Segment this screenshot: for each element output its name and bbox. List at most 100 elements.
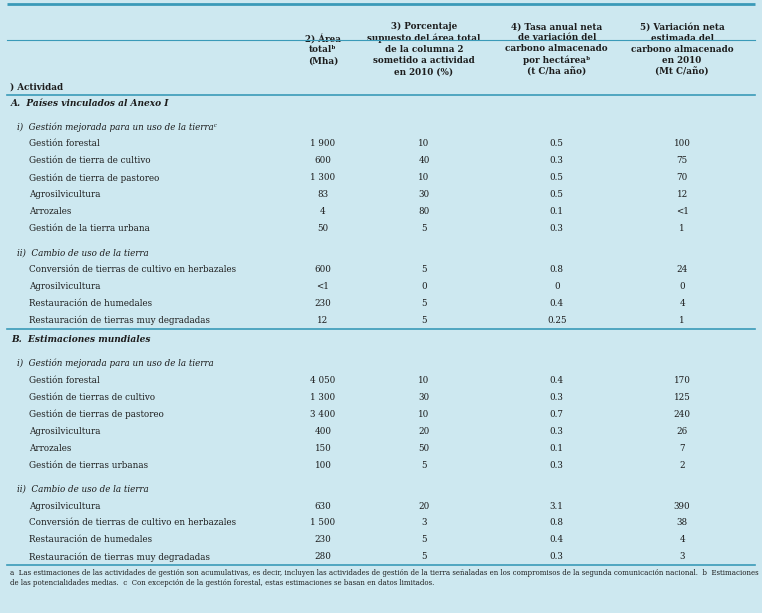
Text: 150: 150 — [315, 444, 331, 453]
Text: 600: 600 — [315, 265, 331, 274]
Text: 0.3: 0.3 — [550, 552, 564, 562]
Text: 80: 80 — [418, 207, 430, 216]
Text: Gestión de tierras urbanas: Gestión de tierras urbanas — [29, 461, 148, 470]
Text: 1 900: 1 900 — [310, 140, 335, 148]
Text: 3: 3 — [679, 552, 685, 562]
Text: 12: 12 — [677, 190, 687, 199]
Text: Agrosilvicultura: Agrosilvicultura — [29, 282, 101, 291]
Text: 5: 5 — [421, 461, 427, 470]
Text: 1: 1 — [679, 316, 685, 325]
Text: Conversión de tierras de cultivo en herbazales: Conversión de tierras de cultivo en herb… — [29, 519, 236, 527]
Text: 3.1: 3.1 — [550, 501, 564, 511]
Text: Gestión forestal: Gestión forestal — [29, 140, 100, 148]
Text: 2: 2 — [679, 461, 685, 470]
Text: Restauración de tierras muy degradadas: Restauración de tierras muy degradadas — [29, 552, 210, 562]
Text: 10: 10 — [418, 173, 430, 183]
Text: 1: 1 — [679, 224, 685, 233]
Text: 1 500: 1 500 — [310, 519, 335, 527]
Text: Agrosilvicultura: Agrosilvicultura — [29, 190, 101, 199]
Text: Restauración de humedales: Restauración de humedales — [29, 535, 152, 544]
Text: 0.8: 0.8 — [549, 519, 564, 527]
Text: 5: 5 — [421, 552, 427, 562]
Text: 30: 30 — [418, 393, 430, 402]
Text: 10: 10 — [418, 376, 430, 385]
Text: 4: 4 — [679, 299, 685, 308]
Text: 230: 230 — [315, 535, 331, 544]
Text: 10: 10 — [418, 140, 430, 148]
Text: i)  Gestión mejorada para un uso de la tierra: i) Gestión mejorada para un uso de la ti… — [17, 359, 214, 368]
Text: Gestión de la tierra urbana: Gestión de la tierra urbana — [29, 224, 150, 233]
Text: 4 050: 4 050 — [310, 376, 335, 385]
Text: Gestión de tierras de pastoreo: Gestión de tierras de pastoreo — [29, 409, 164, 419]
Text: 0.5: 0.5 — [550, 173, 564, 183]
Text: 5: 5 — [421, 316, 427, 325]
Text: 0.7: 0.7 — [549, 410, 564, 419]
Text: 83: 83 — [318, 190, 328, 199]
Text: 5) Variación neta
estimada del
carbono almacenado
en 2010
(Mt C/año): 5) Variación neta estimada del carbono a… — [631, 23, 733, 76]
Text: 0.1: 0.1 — [549, 207, 564, 216]
Text: 100: 100 — [315, 461, 331, 470]
Text: 4) Tasa anual neta
de variación del
carbono almacenado
por hectáreaᵇ
(t C/ha año: 4) Tasa anual neta de variación del carb… — [505, 22, 608, 77]
Text: Arrozales: Arrozales — [29, 207, 72, 216]
Text: 38: 38 — [677, 519, 687, 527]
Text: 10: 10 — [418, 410, 430, 419]
Text: ii)  Cambio de uso de la tierra: ii) Cambio de uso de la tierra — [17, 248, 149, 257]
Text: Gestión de tierra de pastoreo: Gestión de tierra de pastoreo — [29, 173, 159, 183]
Text: Gestión forestal: Gestión forestal — [29, 376, 100, 385]
Text: 0.4: 0.4 — [549, 535, 564, 544]
Text: 100: 100 — [674, 140, 690, 148]
Text: <1: <1 — [676, 207, 689, 216]
Text: 0.1: 0.1 — [549, 444, 564, 453]
Text: 0: 0 — [554, 282, 559, 291]
Text: 7: 7 — [679, 444, 685, 453]
Text: 50: 50 — [418, 444, 430, 453]
Text: <1: <1 — [316, 282, 329, 291]
Text: 390: 390 — [674, 501, 690, 511]
Text: 0.5: 0.5 — [550, 190, 564, 199]
Text: Agrosilvicultura: Agrosilvicultura — [29, 501, 101, 511]
Text: 5: 5 — [421, 299, 427, 308]
Text: 5: 5 — [421, 265, 427, 274]
Text: Gestión de tierras de cultivo: Gestión de tierras de cultivo — [29, 393, 155, 402]
Text: 0.3: 0.3 — [550, 427, 564, 436]
Text: 0.5: 0.5 — [550, 140, 564, 148]
Text: 0.3: 0.3 — [550, 393, 564, 402]
Text: 170: 170 — [674, 376, 690, 385]
Text: Conversión de tierras de cultivo en herbazales: Conversión de tierras de cultivo en herb… — [29, 265, 236, 274]
Text: Arrozales: Arrozales — [29, 444, 72, 453]
Text: 400: 400 — [315, 427, 331, 436]
Text: 0: 0 — [421, 282, 427, 291]
Text: 2) Área
totalᵇ
(Mha): 2) Área totalᵇ (Mha) — [305, 33, 341, 66]
Text: 20: 20 — [418, 501, 430, 511]
Text: 3 400: 3 400 — [310, 410, 335, 419]
Text: i)  Gestión mejorada para un uso de la tierraᶜ: i) Gestión mejorada para un uso de la ti… — [17, 122, 217, 132]
Text: 20: 20 — [418, 427, 430, 436]
Text: 5: 5 — [421, 224, 427, 233]
Text: 0.4: 0.4 — [549, 376, 564, 385]
Text: Restauración de humedales: Restauración de humedales — [29, 299, 152, 308]
Text: 3) Porcentaje
supuesto del área total
de la columna 2
sometido a actividad
en 20: 3) Porcentaje supuesto del área total de… — [367, 22, 481, 77]
Text: 4: 4 — [679, 535, 685, 544]
Text: ii)  Cambio de uso de la tierra: ii) Cambio de uso de la tierra — [17, 484, 149, 493]
Text: 5: 5 — [421, 535, 427, 544]
Text: 125: 125 — [674, 393, 690, 402]
Text: 50: 50 — [318, 224, 328, 233]
Text: 0.8: 0.8 — [549, 265, 564, 274]
Text: 40: 40 — [418, 156, 430, 166]
Text: 0: 0 — [679, 282, 685, 291]
Text: 0.3: 0.3 — [550, 156, 564, 166]
Text: 26: 26 — [677, 427, 687, 436]
Text: 4: 4 — [320, 207, 326, 216]
Text: 0.25: 0.25 — [547, 316, 566, 325]
Text: 280: 280 — [315, 552, 331, 562]
Text: 24: 24 — [677, 265, 688, 274]
Text: Agrosilvicultura: Agrosilvicultura — [29, 427, 101, 436]
Text: 3: 3 — [421, 519, 427, 527]
Text: 0.4: 0.4 — [549, 299, 564, 308]
Text: 0.3: 0.3 — [550, 461, 564, 470]
Text: 75: 75 — [677, 156, 687, 166]
Text: 630: 630 — [315, 501, 331, 511]
Text: 1 300: 1 300 — [310, 173, 335, 183]
Text: Restauración de tierras muy degradadas: Restauración de tierras muy degradadas — [29, 316, 210, 325]
Text: 600: 600 — [315, 156, 331, 166]
